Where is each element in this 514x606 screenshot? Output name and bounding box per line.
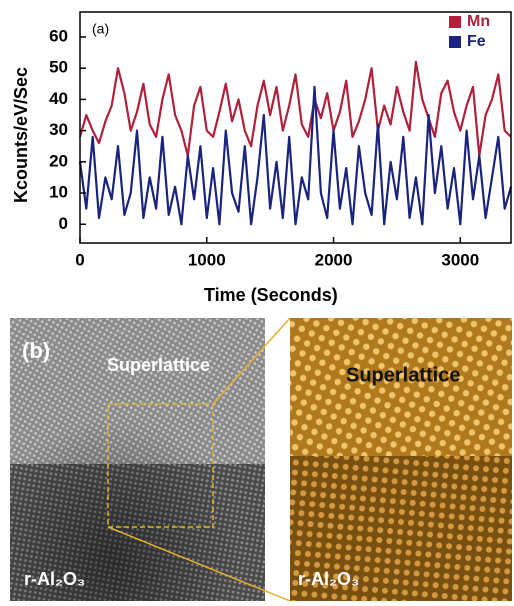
- legend-swatch: [449, 36, 461, 48]
- zoom-box: [107, 403, 214, 528]
- data-line: [78, 60, 512, 157]
- y-tick-label: 50: [49, 58, 68, 77]
- zoom-line: [212, 317, 291, 405]
- y-tick-label: 40: [49, 89, 68, 108]
- zoom-superlattice: [290, 318, 512, 456]
- zoom-line: [107, 526, 291, 602]
- panel-label: (b): [22, 338, 50, 363]
- y-tick-label: 0: [59, 214, 68, 233]
- y-tick-label: 10: [49, 183, 68, 202]
- x-tick-label: 0: [75, 250, 84, 269]
- legend-swatch: [449, 16, 461, 28]
- x-tick-label: 2000: [315, 250, 353, 269]
- y-tick-label: 30: [49, 120, 68, 139]
- zoom-substrate: [290, 456, 512, 601]
- x-tick-label: 1000: [188, 250, 226, 269]
- image-label: r-Al₂O₃: [24, 569, 85, 589]
- y-axis-label: Kcounts/eV/Sec: [11, 67, 31, 203]
- image-label: Superlattice: [346, 364, 460, 386]
- image-shade: [10, 318, 265, 601]
- x-axis-label: Time (Seconds): [204, 285, 338, 305]
- plot-frame: [79, 11, 512, 244]
- y-tick-label: 20: [49, 151, 68, 170]
- legend-label: Fe: [467, 33, 486, 50]
- panel-b: (b) Superlattice r-Al₂O₃ Superlattice r-…: [10, 317, 512, 602]
- panel-label: (a): [92, 21, 109, 37]
- image-label: r-Al₂O₃: [298, 569, 359, 589]
- legend-label: Mn: [467, 13, 490, 30]
- x-tick-label: 3000: [441, 250, 479, 269]
- data-line: [78, 85, 513, 226]
- y-tick-label: 60: [49, 26, 68, 45]
- image-label: Superlattice: [107, 355, 210, 375]
